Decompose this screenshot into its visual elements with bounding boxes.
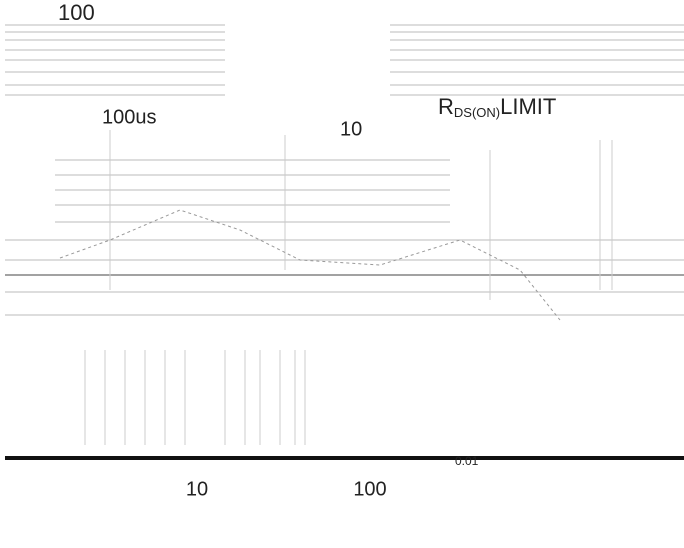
x-tick-label: 10 xyxy=(186,478,208,500)
grid-fragments-vertical xyxy=(84,130,613,445)
x-tick-label: 100 xyxy=(353,478,386,500)
annotation-part: DS(ON) xyxy=(454,105,500,120)
annotation: 10 xyxy=(340,118,362,140)
annotation-part: R xyxy=(438,94,454,119)
annotation: RDS(ON)LIMIT xyxy=(438,94,556,121)
y-label: 100 xyxy=(58,0,95,25)
decorative-trace xyxy=(59,209,561,321)
annotation: 100us xyxy=(102,106,157,128)
grid-fragments xyxy=(5,24,684,316)
annotation: 0.01 xyxy=(455,454,479,468)
annotation-part: LIMIT xyxy=(500,94,556,119)
